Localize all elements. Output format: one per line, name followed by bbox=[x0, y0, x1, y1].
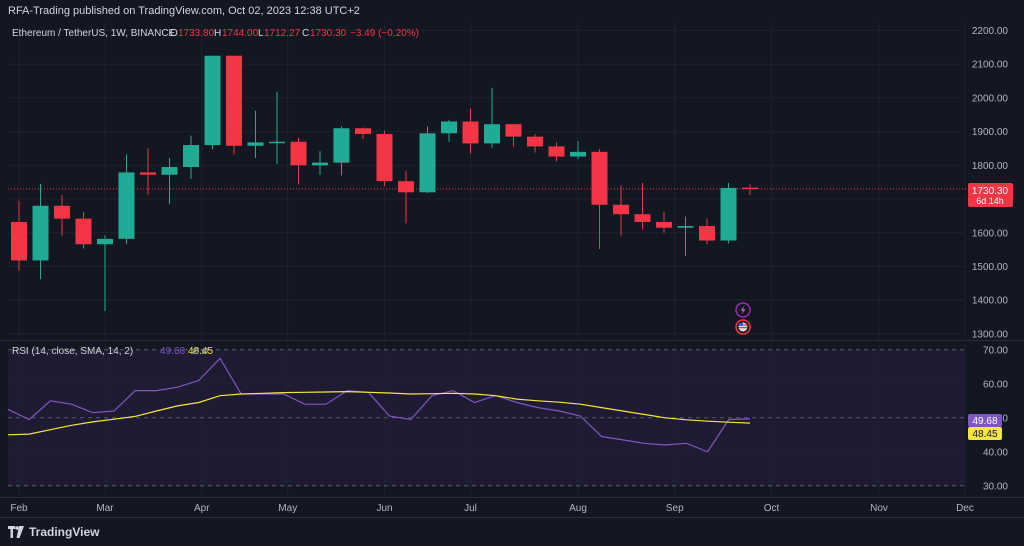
footer: TradingView bbox=[0, 517, 1024, 546]
candle-body bbox=[613, 204, 629, 215]
tradingview-logo-icon[interactable] bbox=[8, 526, 24, 538]
publisher-line: RFA-Trading published on TradingView.com… bbox=[8, 5, 360, 17]
price-axis-tick: 1300.00 bbox=[972, 329, 1009, 340]
candle-body bbox=[441, 121, 457, 134]
time-axis-tick: Jun bbox=[376, 503, 392, 514]
candles bbox=[11, 55, 758, 312]
candle-body bbox=[140, 172, 156, 175]
price-axis-tick: 2100.00 bbox=[972, 60, 1009, 71]
rsi-axis-tick: 30.00 bbox=[983, 481, 1008, 492]
candle-body bbox=[75, 218, 92, 245]
high-label: H bbox=[214, 28, 221, 39]
rsi-sma-line bbox=[7, 390, 751, 436]
rsi-axis-tick: 70.00 bbox=[983, 345, 1008, 356]
candle-body bbox=[527, 136, 543, 147]
price-axis-tick: 2000.00 bbox=[972, 93, 1009, 104]
candle-body bbox=[505, 124, 522, 137]
candle-body bbox=[54, 205, 70, 219]
candle-body bbox=[656, 221, 672, 228]
time-axis-tick: Jul bbox=[464, 503, 477, 514]
candle-body bbox=[591, 151, 608, 205]
rsi-lines bbox=[7, 357, 751, 453]
candle-body bbox=[32, 205, 49, 261]
brand-name[interactable]: TradingView bbox=[29, 525, 100, 539]
rsi-band bbox=[8, 349, 964, 486]
us-flag-event-icon[interactable] bbox=[735, 319, 751, 335]
candle-body bbox=[634, 214, 651, 222]
candle-body bbox=[484, 124, 500, 144]
rsi-tag bbox=[968, 414, 1002, 427]
candle-body bbox=[183, 145, 199, 168]
sma-tag bbox=[968, 427, 1002, 440]
candle-body bbox=[247, 142, 264, 146]
price-axis-tick: 1800.00 bbox=[972, 161, 1009, 172]
time-axis-tick: Mar bbox=[96, 503, 114, 514]
open-value: 1733.80 bbox=[178, 28, 215, 39]
time-axis-tick: Apr bbox=[194, 503, 210, 514]
price-axis-tick: 2200.00 bbox=[972, 26, 1009, 37]
price-axis-tick: 1400.00 bbox=[972, 296, 1009, 307]
last-price-tag bbox=[968, 183, 1013, 207]
rsi-label: RSI (14, close, SMA, 14, 2) bbox=[12, 346, 133, 357]
candle-body bbox=[333, 128, 350, 163]
symbol-label: Ethereum / TetherUS, 1W, BINANCE bbox=[12, 28, 176, 39]
candle-body bbox=[419, 133, 436, 193]
candle-body bbox=[161, 167, 178, 175]
rsi-axis-tick: 60.00 bbox=[983, 379, 1008, 390]
low-label: L bbox=[258, 28, 264, 39]
candle-body bbox=[312, 162, 328, 166]
candle-body bbox=[355, 128, 371, 134]
candle-body bbox=[570, 151, 586, 157]
candle-body bbox=[269, 141, 285, 144]
candle-body bbox=[742, 187, 758, 190]
close-label: C bbox=[302, 28, 309, 39]
close-value: 1730.30 bbox=[310, 28, 347, 39]
time-axis-tick: May bbox=[278, 503, 297, 514]
last-price-tag-value: 1730.30 bbox=[972, 186, 1009, 197]
candle-body bbox=[699, 226, 715, 241]
lightning-event-icon[interactable] bbox=[735, 302, 751, 318]
candle-body bbox=[548, 146, 565, 157]
rsi-line bbox=[7, 357, 751, 453]
price-axis-tick: 1900.00 bbox=[972, 127, 1009, 138]
candle-body bbox=[226, 55, 242, 146]
price-axis-tick: 1600.00 bbox=[972, 228, 1009, 239]
sma-legend-value: 48.45 bbox=[188, 346, 213, 357]
low-value: 1712.27 bbox=[264, 28, 301, 39]
candle-body bbox=[720, 187, 737, 241]
candle-body bbox=[118, 172, 135, 239]
candle-body bbox=[290, 141, 307, 166]
candle-body bbox=[398, 181, 414, 193]
price-axis-tick: 1500.00 bbox=[972, 262, 1009, 273]
candle-body bbox=[376, 133, 393, 182]
rsi-legend-value: 49.68 bbox=[160, 346, 185, 357]
time-axis-tick: Feb bbox=[10, 503, 28, 514]
time-axis-tick: Sep bbox=[666, 503, 684, 514]
eye-icon[interactable] bbox=[192, 347, 200, 355]
candle-body bbox=[677, 226, 694, 228]
bar-countdown: 6d 14h bbox=[976, 196, 1004, 206]
candle-body bbox=[462, 121, 479, 144]
candle-body bbox=[204, 55, 221, 146]
high-value: 1744.00 bbox=[222, 28, 259, 39]
candle-body bbox=[11, 221, 27, 261]
rsi-tag-value: 49.68 bbox=[972, 416, 997, 427]
time-axis-tick: Oct bbox=[764, 503, 780, 514]
time-axis-tick: Dec bbox=[956, 503, 974, 514]
sma-tag-value: 48.45 bbox=[972, 429, 997, 440]
time-axis-tick: Aug bbox=[569, 503, 587, 514]
settings-icon[interactable] bbox=[201, 347, 209, 355]
rsi-axis-tick: 40.00 bbox=[983, 447, 1008, 458]
time-axis-tick: Nov bbox=[870, 503, 888, 514]
candle-body bbox=[97, 238, 113, 245]
change-value: −3.49 (−0.20%) bbox=[350, 28, 419, 39]
chart-canvas[interactable]: 2200.002100.002000.001900.001800.001700.… bbox=[0, 0, 1024, 517]
open-label: O bbox=[170, 28, 178, 39]
